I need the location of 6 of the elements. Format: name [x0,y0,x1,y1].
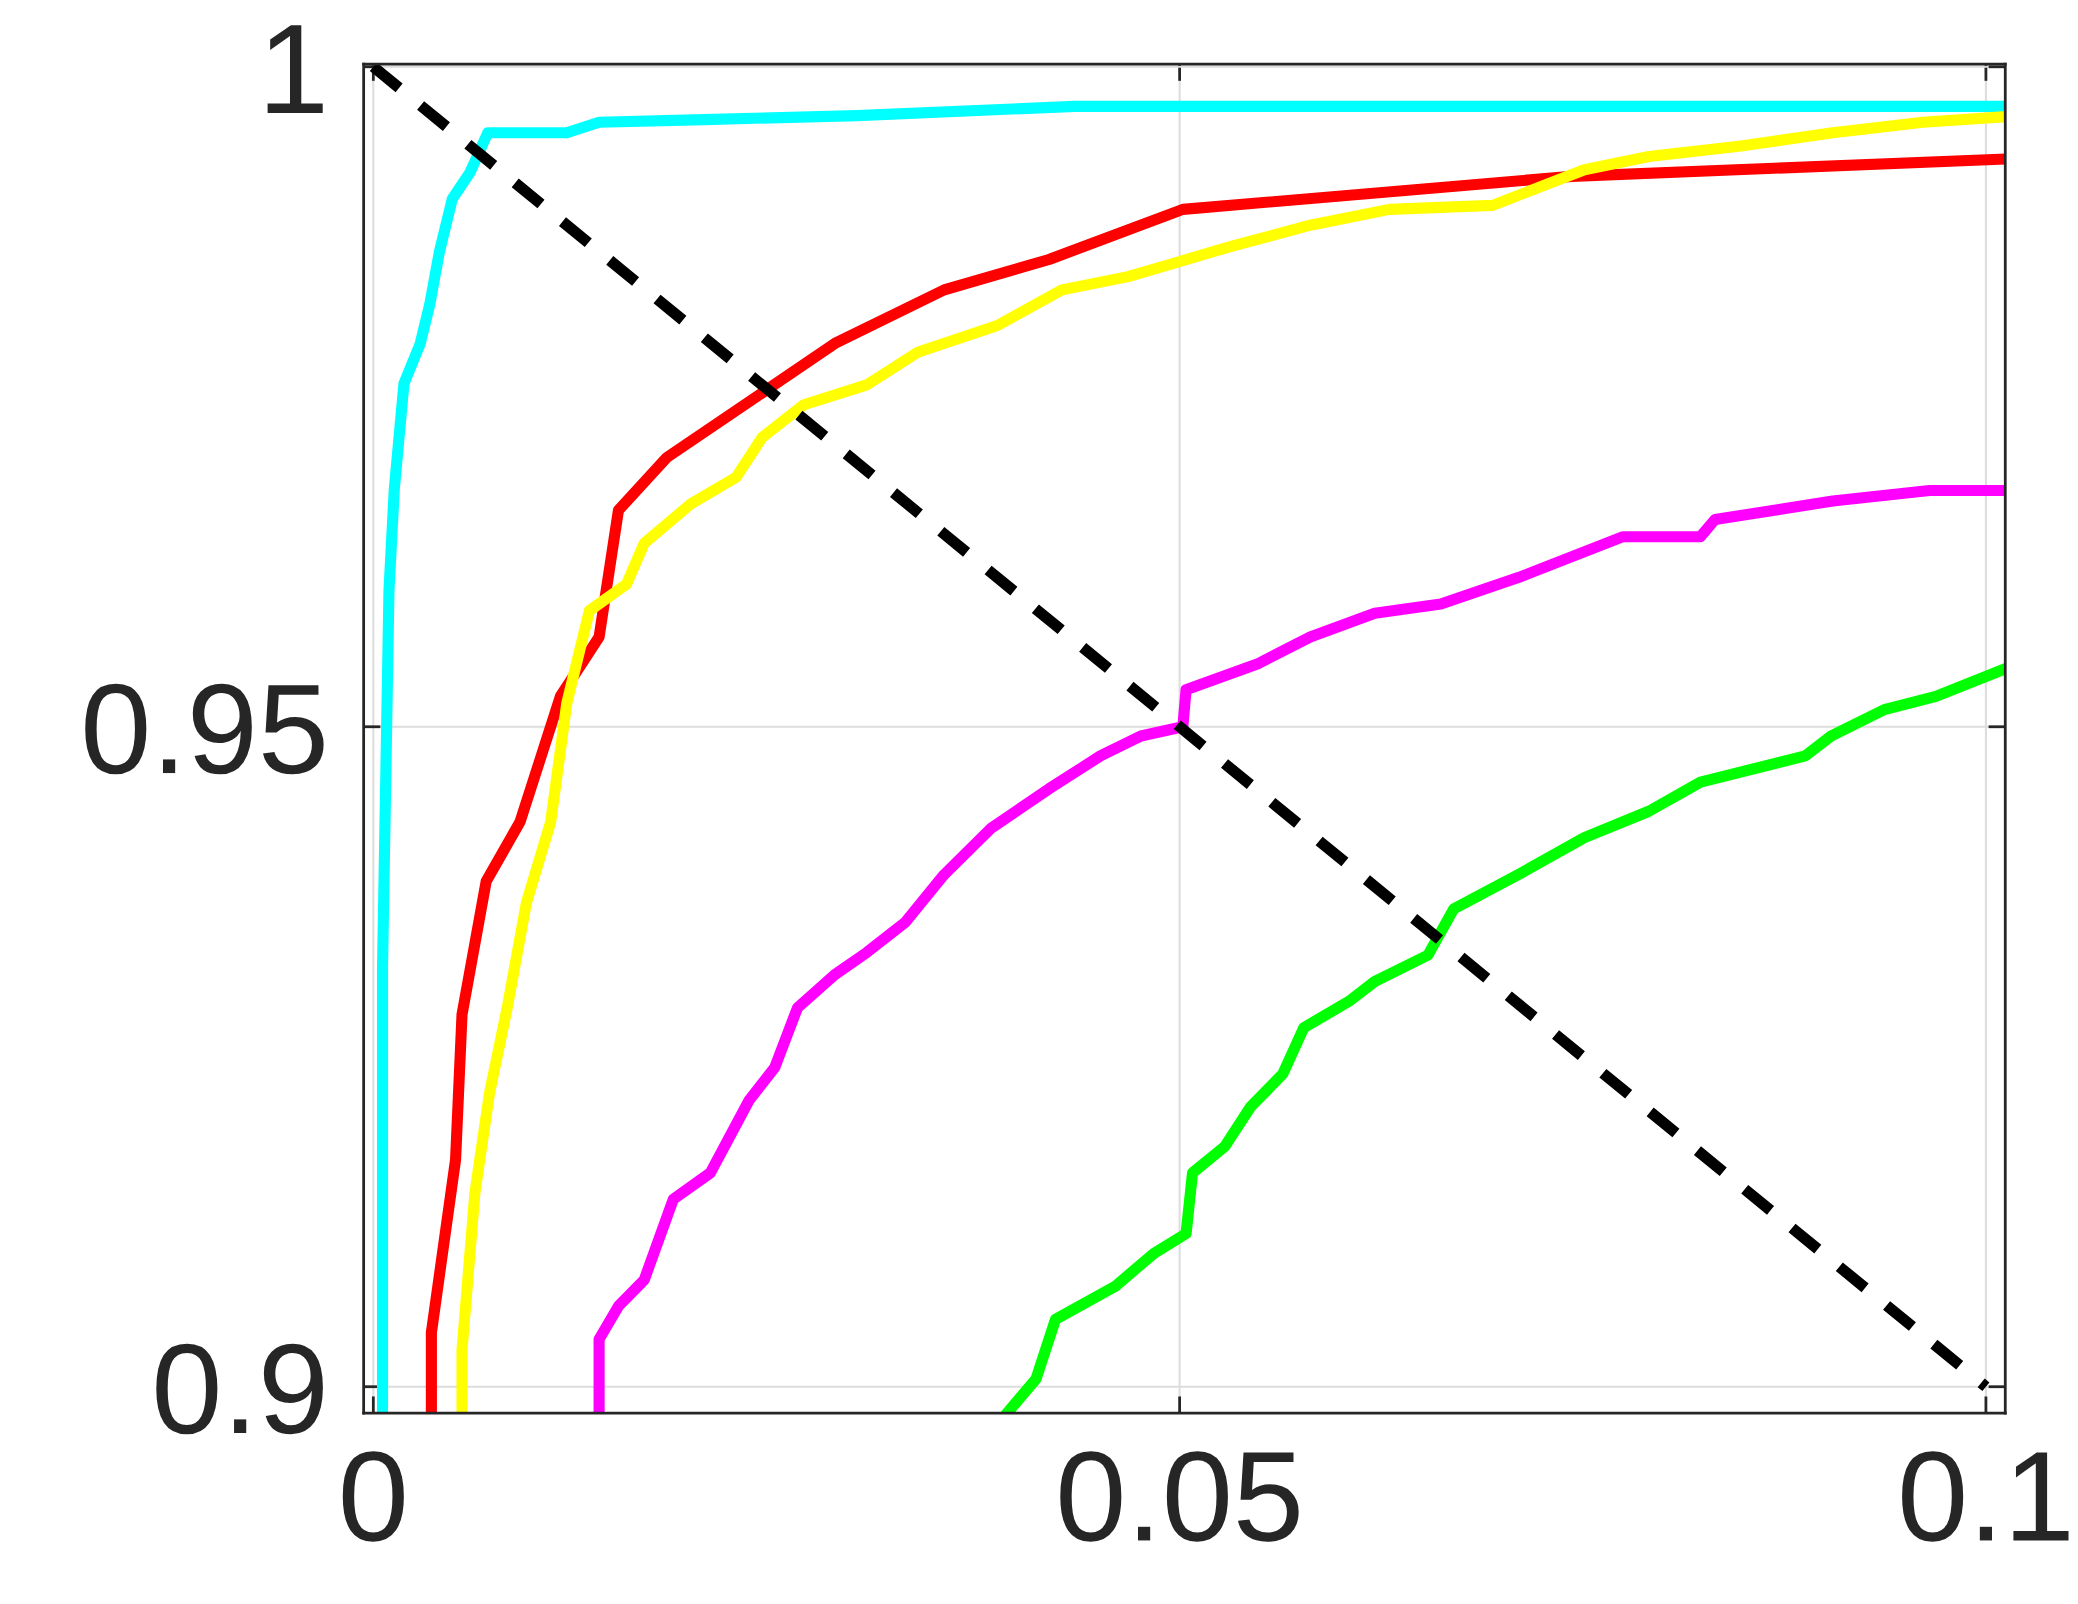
y-tick-label: 0.95 [85,683,324,775]
y-tick-label: 0.9 [156,1343,323,1435]
x-tick-label: 0.05 [1060,1451,1299,1542]
y-tick-label: 1 [267,25,323,114]
x-tick-label: 0.1 [1902,1451,2069,1542]
x-tick-label: 0 [342,1451,404,1542]
